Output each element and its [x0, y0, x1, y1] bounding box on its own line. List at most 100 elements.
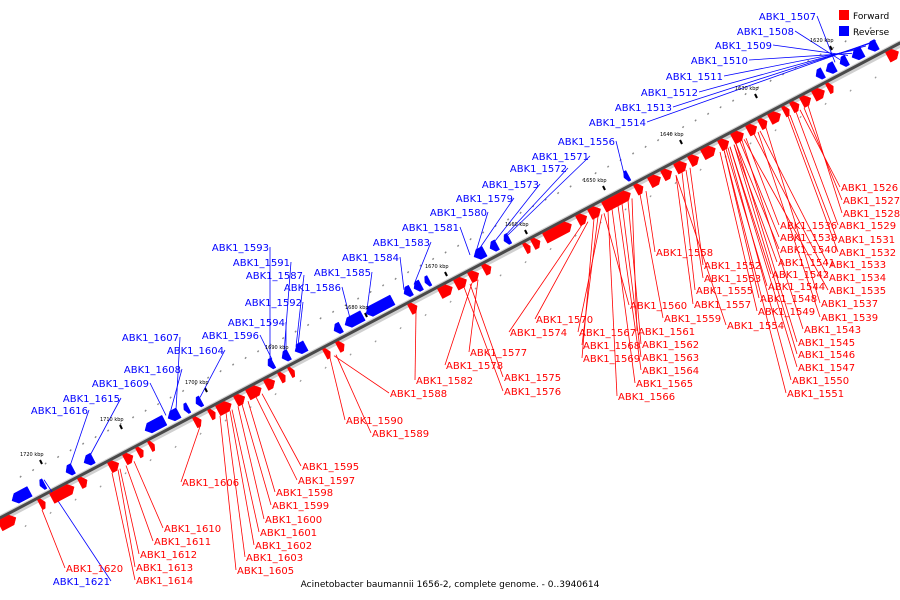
gene-label: ABK1_1541: [778, 258, 835, 269]
tick-label: 1690 kbp: [265, 345, 289, 351]
leader-line: [169, 368, 183, 414]
leader-line: [366, 271, 373, 310]
leader-line: [508, 224, 583, 333]
ladder-tick: [606, 165, 610, 168]
gene-label: ABK1_1600: [265, 515, 322, 526]
gene-label: ABK1_1539: [821, 313, 878, 324]
ladder-tick: [181, 389, 185, 393]
ladder-tick: [399, 327, 402, 330]
leader-line: [577, 214, 603, 333]
ladder-tick: [94, 435, 97, 439]
leader-line: [41, 509, 66, 569]
tick-mark: [119, 424, 123, 430]
label-leader-lines: [41, 15, 877, 582]
genome-caption: Acinetobacter baumannii 1656-2, complete…: [301, 580, 600, 590]
gene-arrow: [745, 123, 758, 137]
gene-label: ABK1_1545: [798, 338, 855, 349]
gene-label: ABK1_1613: [136, 563, 193, 574]
leader-line: [646, 40, 877, 123]
ladder-tick: [349, 353, 352, 356]
tick-mark: [679, 139, 683, 145]
gene-arrow: [183, 402, 192, 414]
gene-arrow: [294, 340, 309, 355]
ladder-tick: [849, 89, 852, 92]
gene-label: ABK1_1587: [246, 271, 303, 282]
ladder-tick: [44, 462, 47, 465]
gene-label: ABK1_1510: [691, 56, 748, 67]
legend-label-forward: Forward: [853, 12, 889, 22]
tick-label: 1670 kbp: [425, 264, 449, 270]
ladder-tick: [19, 475, 22, 478]
gene-label: ABK1_1529: [839, 221, 896, 232]
tick-label: 1650 kbp: [583, 178, 607, 184]
gene-arrow: [322, 347, 331, 360]
gene-label: ABK1_1546: [798, 350, 855, 361]
gene-arrow: [37, 498, 46, 511]
tick-label: 1660 kbp: [505, 222, 529, 228]
gene-arrow: [467, 270, 480, 284]
gene-label: ABK1_1612: [140, 550, 197, 561]
ladder-tick: [444, 251, 447, 254]
ladder-tick: [524, 261, 527, 264]
ladder-tick: [744, 92, 747, 96]
gene-arrow: [263, 378, 276, 391]
gene-label: ABK1_1603: [246, 553, 303, 564]
leader-line: [255, 396, 298, 481]
tick-mark: [829, 45, 833, 51]
gene-arrow: [601, 190, 631, 213]
ladder-tick: [174, 445, 177, 449]
gene-arrows: [0, 39, 899, 532]
ladder-tick: [274, 392, 277, 396]
leader-line: [745, 138, 780, 226]
ladder-tick: [431, 257, 435, 261]
gene-label: ABK1_1513: [615, 103, 672, 114]
tick-label: 1620 kbp: [810, 38, 834, 44]
leader-line: [787, 115, 839, 253]
gene-label: ABK1_1576: [504, 387, 561, 398]
gene-label: ABK1_1534: [829, 273, 886, 284]
gene-arrow: [825, 61, 838, 74]
ladder-tick: [569, 185, 572, 188]
gene-label: ABK1_1556: [558, 137, 615, 148]
gene-arrow: [267, 357, 277, 370]
ladder-tick: [749, 142, 752, 145]
ladder-tick: [731, 99, 735, 102]
ladder-tick: [769, 79, 772, 83]
leader-line: [729, 146, 798, 368]
gene-arrow: [867, 39, 880, 52]
gene-arrow: [530, 237, 541, 250]
ladder-tick: [406, 270, 410, 274]
ladder-tick: [419, 264, 422, 267]
ladder-tick: [74, 498, 77, 501]
ladder-tick: [231, 363, 235, 366]
leader-line: [615, 140, 625, 174]
ladder-tick: [544, 198, 547, 201]
leader-line: [723, 149, 760, 299]
gene-arrow: [885, 48, 899, 63]
gene-label: ABK1_1596: [202, 331, 259, 342]
ladder-tick: [831, 46, 835, 50]
ladder-tick: [631, 152, 635, 155]
gene-label: ABK1_1564: [642, 366, 699, 377]
ladder-tick: [774, 129, 777, 132]
gene-arrow: [287, 366, 296, 379]
ladder-tick: [206, 376, 210, 379]
ladder-tick: [869, 26, 872, 30]
gene-arrow: [647, 174, 661, 189]
gene-arrow: [403, 284, 414, 298]
gene-label: ABK1_1595: [302, 462, 359, 473]
leader-line: [463, 286, 504, 392]
gene-label: ABK1_1549: [758, 307, 815, 318]
gene-label: ABK1_1574: [510, 328, 567, 339]
gene-arrow: [522, 242, 531, 255]
gene-label: ABK1_1565: [636, 379, 693, 390]
gene-label: ABK1_1594: [228, 318, 285, 329]
leader-line: [229, 410, 255, 546]
leader-line: [789, 114, 838, 240]
leader-line: [117, 469, 136, 568]
leader-line: [295, 274, 305, 347]
ladder-tick: [669, 132, 672, 135]
ladder-tick: [469, 238, 472, 241]
ladder-tick: [356, 297, 360, 300]
gene-arrow: [481, 263, 492, 276]
